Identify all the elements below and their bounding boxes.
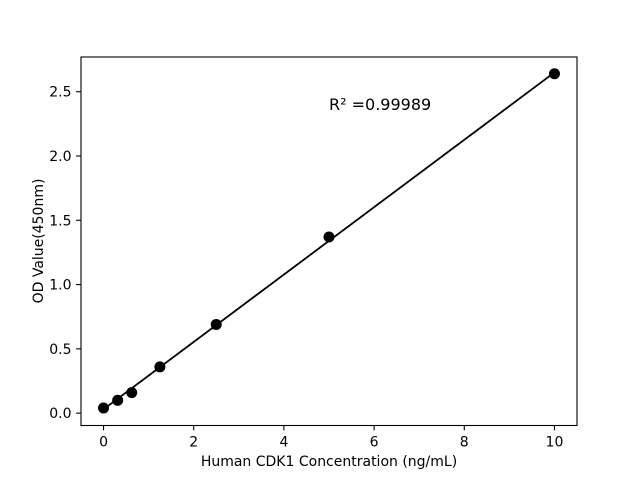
data-point — [98, 402, 110, 414]
data-points — [98, 68, 560, 414]
r-squared-annotation: R² =0.99989 — [329, 95, 431, 114]
data-point — [548, 68, 560, 80]
x-tick-label: 10 — [546, 435, 564, 451]
x-axis-title: Human CDK1 Concentration (ng/mL) — [201, 454, 457, 470]
x-tick-label: 2 — [189, 435, 198, 451]
plot-area-frame — [80, 56, 578, 427]
data-point — [126, 387, 138, 399]
data-point — [210, 318, 222, 330]
x-tick-label: 6 — [370, 435, 379, 451]
y-tick-label: 0.0 — [49, 406, 71, 422]
y-tick-label: 2.0 — [49, 149, 71, 165]
y-tick-label: 1.0 — [49, 278, 71, 294]
y-axis: 0.0 0.5 1.0 1.5 2.0 2.5 — [49, 85, 81, 422]
y-tick-label: 0.5 — [49, 342, 71, 358]
data-point — [112, 394, 124, 406]
y-axis-title: OD Value(450nm) — [31, 179, 47, 304]
y-tick-label: 2.5 — [49, 85, 71, 101]
x-tick-label: 4 — [279, 435, 288, 451]
x-axis: 0 2 4 6 8 10 — [99, 425, 564, 451]
data-point — [154, 361, 166, 373]
y-tick-label: 1.5 — [49, 213, 71, 229]
x-tick-label: 0 — [99, 435, 108, 451]
x-tick-label: 8 — [460, 435, 469, 451]
data-point — [323, 231, 335, 243]
